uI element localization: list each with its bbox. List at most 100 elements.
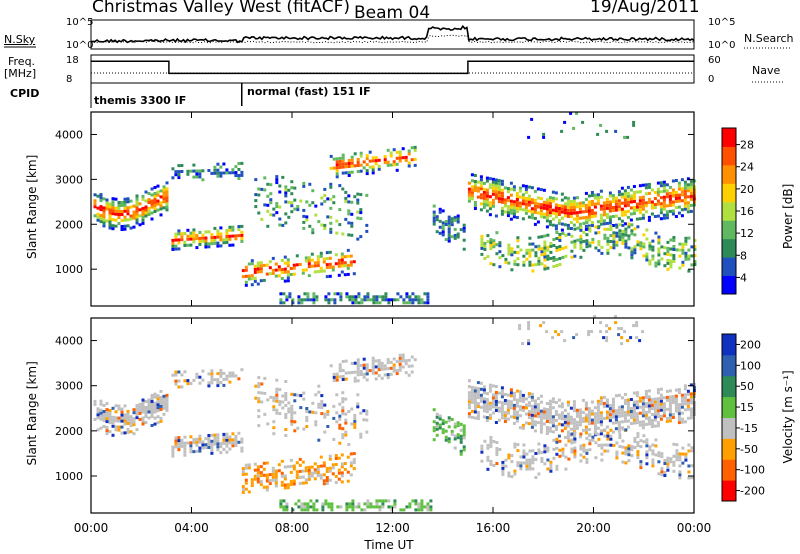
power-panel-cell: [638, 205, 642, 209]
velocity-panel-cell: [629, 410, 633, 413]
velocity-panel-cell: [500, 410, 504, 414]
power-panel-cell: [253, 276, 257, 280]
power-panel-cell: [357, 301, 361, 305]
power-panel-cell: [350, 161, 354, 165]
velocity-panel-cell: [426, 505, 430, 509]
power-panel-cell: [147, 210, 151, 213]
power-panel-cell: [566, 205, 570, 209]
velocity-panel-cell: [675, 449, 679, 453]
power-panel-cell: [539, 197, 543, 201]
power-panel-cell: [512, 212, 516, 216]
power-panel-cell: [346, 254, 350, 258]
velocity-panel-cell: [650, 413, 654, 416]
velocity-panel-cell: [596, 420, 600, 424]
power-panel-cell: [479, 175, 483, 179]
power-panel-cell: [222, 238, 226, 242]
velocity-panel-cell: [489, 435, 493, 439]
velocity-panel-cell: [609, 434, 613, 438]
velocity-panel-cell: [657, 451, 661, 455]
velocity-panel-cell: [632, 400, 636, 404]
velocity-panel-cell: [590, 418, 594, 422]
velocity-panel-cell: [501, 472, 505, 476]
velocity-panel-cell: [231, 438, 235, 442]
velocity-panel-cell: [231, 374, 235, 378]
velocity-panel-cell: [386, 361, 390, 365]
velocity-panel-cell: [527, 327, 531, 331]
power-panel-cell: [569, 203, 573, 206]
velocity-panel-cell: [590, 412, 594, 416]
velocity-panel-cell: [635, 394, 639, 398]
power-panel-cell: [551, 208, 555, 212]
power-panel-cell: [300, 301, 304, 305]
power-panel-cell: [123, 218, 127, 222]
velocity-panel-cell: [608, 413, 612, 417]
power-panel-cell: [153, 192, 157, 195]
power-panel-cell: [627, 237, 631, 241]
power-panel-cell: [545, 213, 549, 217]
power-panel-cell: [569, 212, 573, 215]
power-panel-cell: [240, 233, 244, 237]
velocity-panel-cell: [340, 474, 344, 478]
velocity-panel-cell: [341, 397, 345, 401]
velocity-panel-colorbar-label: 15: [740, 401, 754, 414]
velocity-panel-cell: [306, 505, 310, 509]
velocity-panel-cell: [600, 458, 604, 462]
velocity-panel-cell: [407, 364, 411, 368]
velocity-panel-cell: [615, 450, 619, 454]
velocity-panel-cell: [608, 404, 612, 408]
velocity-panel-cell: [557, 333, 561, 337]
power-panel-cell: [485, 209, 489, 213]
power-panel-cell: [543, 246, 547, 250]
power-panel-cell: [280, 271, 284, 274]
velocity-panel-cell: [620, 405, 624, 409]
velocity-panel-cell: [506, 408, 510, 412]
velocity-panel-cell: [578, 411, 582, 415]
power-panel-cell: [319, 254, 323, 258]
velocity-panel-cell: [647, 422, 651, 426]
velocity-panel-cell: [600, 452, 604, 456]
velocity-panel-cell: [620, 411, 624, 415]
velocity-panel-cell: [228, 371, 232, 375]
power-panel-cell: [283, 261, 287, 265]
power-panel-cell: [687, 236, 691, 240]
velocity-panel-cell: [338, 423, 342, 427]
power-panel-cell: [686, 195, 690, 199]
power-panel-cell: [689, 194, 693, 198]
velocity-panel-cell: [253, 468, 257, 472]
power-panel-cell: [287, 188, 291, 192]
power-panel-cell: [672, 236, 676, 239]
power-panel-cell: [632, 123, 636, 127]
velocity-panel-cell: [341, 400, 345, 404]
velocity-panel-cell: [605, 410, 609, 414]
power-panel-cell: [527, 135, 531, 139]
power-panel-cell: [135, 209, 139, 213]
velocity-panel-cell: [459, 452, 463, 456]
power-panel-cell: [509, 211, 513, 215]
power-panel-cell: [611, 194, 615, 197]
velocity-panel-cell: [527, 401, 531, 405]
power-panel-cell: [144, 199, 148, 203]
velocity-panel-cell: [256, 465, 260, 469]
power-panel-cell: [174, 170, 178, 174]
velocity-panel-cell: [278, 388, 282, 392]
power-panel-cell: [584, 197, 588, 201]
velocity-panel-cell: [378, 499, 382, 503]
power-panel-cell: [597, 240, 601, 244]
velocity-panel-cell: [491, 402, 495, 406]
power-panel-cell: [117, 216, 121, 219]
power-panel-cell: [219, 165, 223, 169]
power-panel-cell: [450, 235, 454, 239]
power-panel-cell: [527, 209, 531, 213]
power-panel-cell: [668, 191, 672, 195]
power-panel-cell: [509, 217, 513, 221]
velocity-panel-cell: [647, 407, 651, 411]
velocity-panel-cell: [312, 505, 316, 509]
power-panel-cell: [135, 197, 139, 201]
power-panel-cell: [329, 166, 333, 170]
power-panel-cell: [447, 218, 451, 222]
power-panel-cell: [470, 185, 474, 189]
velocity-panel-cell: [183, 370, 187, 374]
power-panel-cell: [566, 199, 570, 203]
velocity-panel-cell: [334, 454, 338, 457]
power-panel-cell: [333, 301, 337, 305]
